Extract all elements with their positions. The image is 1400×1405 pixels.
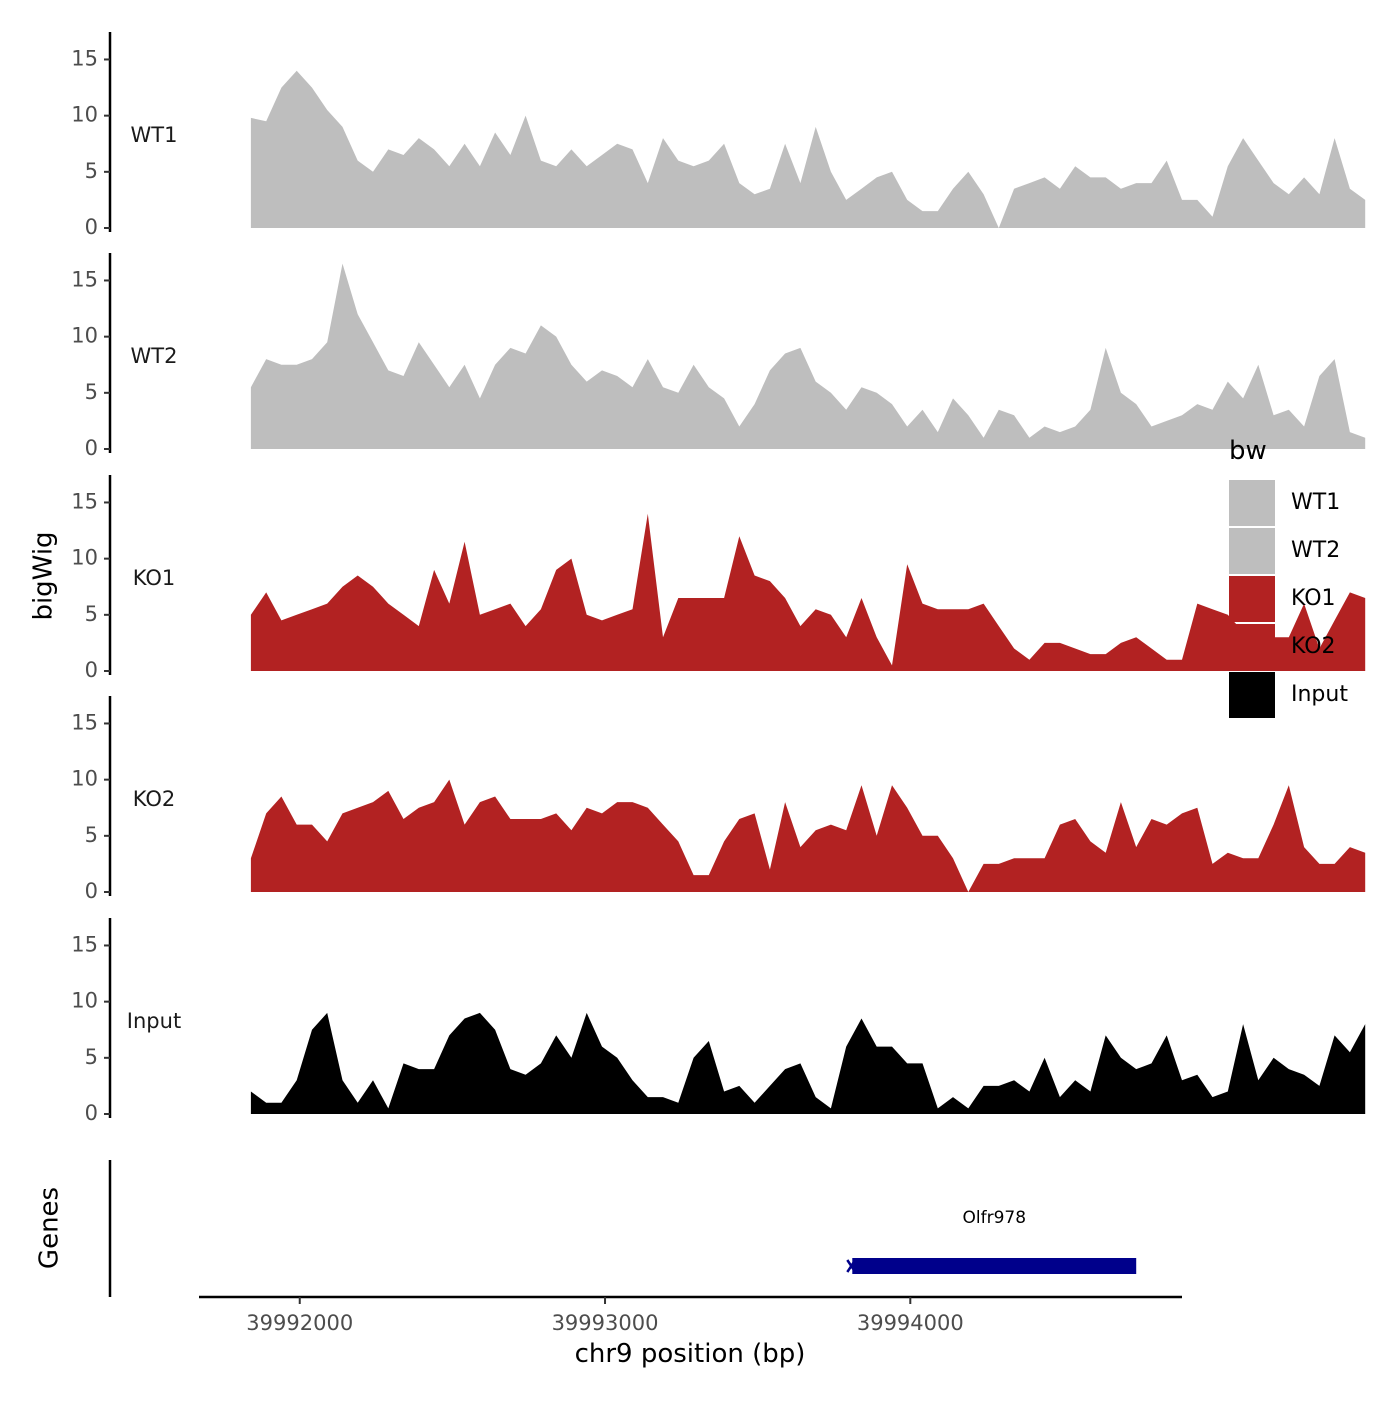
y-tick-label: 15 — [71, 267, 98, 291]
gene-strand-marker — [846, 1259, 857, 1273]
legend-title: bw — [1229, 436, 1267, 466]
track-wt1: 0 5 10 15 WT1 — [71, 32, 1366, 239]
track-label: KO1 — [133, 566, 176, 590]
x-axis-title: chr9 position (bp) — [575, 1339, 806, 1369]
signal-area-wt2 — [250, 263, 1366, 449]
tracks: 0 5 10 15 WT1 0 5 10 15 WT2 0 5 10 15 KO1 0 5 10 15 KO2 0 5 10… — [71, 32, 1366, 1125]
track-label: KO2 — [133, 787, 176, 811]
y-tick-label: 15 — [71, 710, 98, 734]
x-ticks: 39992000 39993000 39994000 — [246, 1297, 964, 1335]
signal-area-ko1 — [250, 513, 1366, 671]
legend-label-wt2: WT2 — [1291, 538, 1340, 563]
track-label: WT1 — [131, 123, 178, 147]
x-tick-label: 39993000 — [552, 1311, 659, 1335]
y-tick-label: 5 — [85, 1045, 98, 1069]
legend-swatch-wt2 — [1229, 528, 1275, 574]
genes-track: Genes Olfr978 — [35, 1160, 1137, 1297]
y-tick-label: 5 — [85, 380, 98, 404]
y-tick-label: 15 — [71, 46, 98, 70]
y-tick-label: 10 — [71, 546, 98, 570]
y-tick-label: 10 — [71, 989, 98, 1013]
legend-label-ko1: KO1 — [1291, 586, 1336, 611]
y-tick-label: 15 — [71, 489, 98, 513]
y-tick-label: 0 — [85, 658, 98, 682]
x-tick-label: 39994000 — [857, 1311, 964, 1335]
y-tick-label: 10 — [71, 324, 98, 348]
signal-area-input — [250, 1012, 1366, 1114]
legend-swatch-input — [1229, 672, 1275, 718]
legend-label-input: Input — [1291, 682, 1348, 707]
signal-area-wt1 — [250, 70, 1366, 228]
legend-swatch-wt1 — [1229, 480, 1275, 526]
x-axis: 39992000 39993000 39994000 chr9 position (… — [199, 1295, 1182, 1369]
legend-swatch-ko1 — [1229, 576, 1275, 622]
track-label: WT2 — [131, 344, 178, 368]
signal-area-ko2 — [250, 779, 1366, 892]
y-tick-label: 0 — [85, 879, 98, 903]
track-ko2: 0 5 10 15 KO2 — [71, 696, 1366, 903]
legend-swatch-ko2 — [1229, 624, 1275, 670]
gene-body — [852, 1258, 1137, 1274]
y-tick-label: 5 — [85, 823, 98, 847]
track-input: 0 5 10 15 Input — [71, 918, 1366, 1125]
y-tick-label: 15 — [71, 932, 98, 956]
y-tick-label: 0 — [85, 215, 98, 239]
legend-label-wt1: WT1 — [1291, 490, 1340, 515]
legend-entries: WT1 WT2 KO1 KO2 Input — [1229, 480, 1348, 718]
y-tick-label: 5 — [85, 159, 98, 183]
legend: bw WT1 WT2 KO1 KO2 Input — [1229, 436, 1348, 718]
y-axis-title: bigWig — [29, 531, 59, 620]
genes-track-title: Genes — [35, 1187, 65, 1269]
y-tick-label: 10 — [71, 767, 98, 791]
x-tick-label: 39992000 — [246, 1311, 353, 1335]
track-wt2: 0 5 10 15 WT2 — [71, 253, 1366, 460]
y-tick-label: 10 — [71, 103, 98, 127]
y-tick-label: 5 — [85, 602, 98, 626]
y-tick-label: 0 — [85, 436, 98, 460]
track-label: Input — [127, 1009, 181, 1033]
gene-marks: Olfr978 — [846, 1208, 1137, 1274]
gene-label: Olfr978 — [962, 1208, 1026, 1228]
track-ko1: 0 5 10 15 KO1 — [71, 475, 1366, 682]
y-tick-label: 0 — [85, 1101, 98, 1125]
legend-label-ko2: KO2 — [1291, 634, 1336, 659]
